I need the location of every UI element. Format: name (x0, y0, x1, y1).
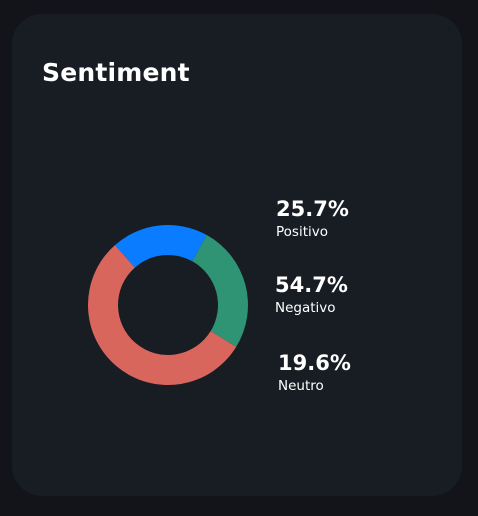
stat-value: 54.7% (275, 273, 348, 297)
stat-positivo: 25.7% Positivo (276, 197, 349, 241)
stat-neutro: 19.6% Neutro (278, 351, 351, 395)
donut-slice-positivo (114, 225, 207, 268)
sentiment-card: Sentiment 25.7% Positivo 54.7% Negativo … (12, 14, 462, 496)
donut-slice-neutro (192, 235, 249, 347)
stat-value: 25.7% (276, 197, 349, 221)
stat-negativo: 54.7% Negativo (275, 273, 348, 317)
stat-value: 19.6% (278, 351, 351, 375)
donut-slice-negativo (88, 245, 237, 385)
stat-label: Neutro (278, 378, 324, 394)
stat-label: Negativo (275, 300, 336, 316)
sentiment-donut-chart (88, 225, 249, 385)
card-title: Sentiment (42, 58, 190, 87)
stat-label: Positivo (276, 224, 328, 240)
